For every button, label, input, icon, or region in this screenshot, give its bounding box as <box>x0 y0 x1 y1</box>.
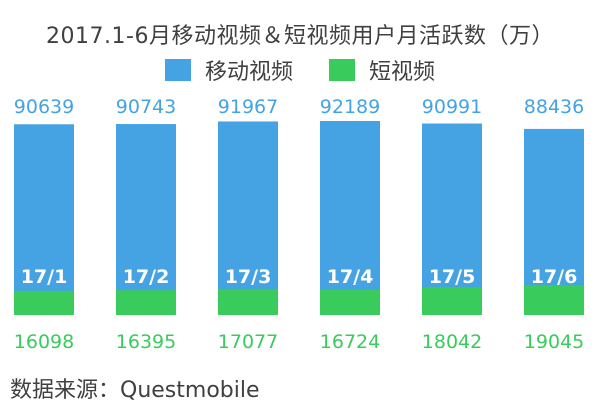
category-label: 17/5 <box>429 266 476 288</box>
legend-item-mobile-video: 移动视频 <box>164 54 293 86</box>
value-label-mobile-video: 90991 <box>422 96 482 118</box>
value-label-mobile-video: 90743 <box>116 96 176 118</box>
bar-short-video <box>320 289 380 315</box>
bar-short-video <box>218 288 278 315</box>
chart-title: 2017.1-6月移动视频＆短视频用户月活跃数（万） <box>46 24 554 49</box>
bar-mobile-video <box>422 123 482 315</box>
legend-label-short-video: 短视频 <box>369 60 436 85</box>
category-label: 17/3 <box>225 266 272 288</box>
category-label: 17/4 <box>327 266 374 288</box>
bar-mobile-video <box>524 128 584 315</box>
category-label: 17/1 <box>21 266 68 288</box>
bar-mobile-video <box>116 124 176 315</box>
bar-short-video <box>14 290 74 315</box>
category-label: 17/6 <box>531 266 578 288</box>
legend: 移动视频 短视频 <box>0 54 600 86</box>
value-label-mobile-video: 92189 <box>320 96 380 118</box>
value-label-short-video: 16724 <box>320 331 380 353</box>
legend-item-short-video: 短视频 <box>329 54 435 86</box>
value-label-mobile-video: 90639 <box>14 96 74 118</box>
legend-swatch-short-video <box>329 59 355 81</box>
category-label: 17/2 <box>123 266 170 288</box>
value-label-short-video: 18042 <box>422 331 482 353</box>
bar-short-video <box>524 284 584 315</box>
value-label-mobile-video: 91967 <box>218 96 278 118</box>
bar-mobile-video <box>320 121 380 315</box>
legend-swatch-mobile-video <box>164 59 191 81</box>
bar-mobile-video <box>14 124 74 315</box>
value-label-short-video: 16395 <box>116 331 176 353</box>
value-label-mobile-video: 88436 <box>524 96 584 118</box>
value-label-short-video: 17077 <box>218 331 278 353</box>
source-note: 数据来源：Questmobile <box>10 378 260 403</box>
bar-short-video <box>116 290 176 315</box>
value-label-short-video: 16098 <box>14 331 74 353</box>
bar-mobile-video <box>218 121 278 316</box>
legend-label-mobile-video: 移动视频 <box>204 60 293 85</box>
value-label-short-video: 19045 <box>524 331 584 353</box>
bar-short-video <box>422 286 482 315</box>
